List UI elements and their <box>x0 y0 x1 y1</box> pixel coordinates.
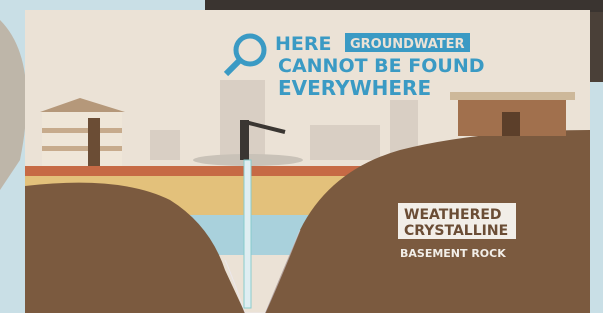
title-word: HERE <box>275 33 332 55</box>
pipe <box>244 160 251 308</box>
illustration: HERE GROUNDWATER CANNOT BE FOUND EVERYWH… <box>0 0 603 313</box>
label-line: WEATHERED <box>404 207 502 223</box>
right-house <box>450 92 575 136</box>
title-line: CANNOT BE FOUND <box>278 55 485 77</box>
pump <box>240 120 249 160</box>
label-line: CRYSTALLINE <box>404 223 508 239</box>
left-building <box>40 98 125 166</box>
title-line: EVERYWHERE <box>278 76 431 100</box>
label-line: BASEMENT ROCK <box>400 247 506 260</box>
right-strip <box>590 12 603 82</box>
page: HERE GROUNDWATER CANNOT BE FOUND EVERYWH… <box>0 0 603 313</box>
title-highlight: GROUNDWATER <box>350 37 465 52</box>
